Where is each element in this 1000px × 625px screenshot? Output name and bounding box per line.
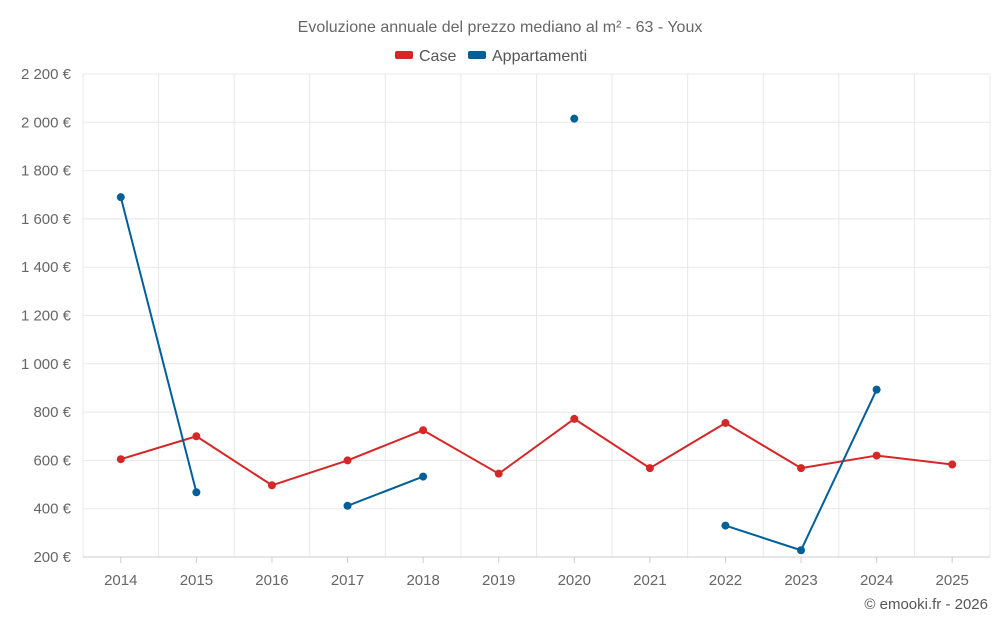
- series-line-case: [120, 417, 953, 487]
- series-case: [116, 414, 957, 490]
- legend-label-appartamenti: Appartamenti: [492, 48, 587, 65]
- x-tick-label: 2023: [784, 572, 817, 589]
- x-tick-label: 2022: [709, 572, 742, 589]
- data-point-case[interactable]: [797, 464, 806, 473]
- x-axis: 2014 2015 2016 2017 2018 2019 2020 2021 2022 2023…: [83, 556, 990, 589]
- data-point-case[interactable]: [267, 481, 276, 490]
- data-point-appartamenti[interactable]: [872, 385, 881, 394]
- x-tick-label: 2017: [331, 572, 364, 589]
- x-tick-label: 2020: [558, 572, 591, 589]
- data-point-appartamenti[interactable]: [721, 521, 730, 530]
- data-point-appartamenti[interactable]: [797, 546, 806, 555]
- x-tick-label: 2021: [633, 572, 666, 589]
- y-tick-label: 2 000 €: [21, 114, 72, 131]
- data-point-case[interactable]: [419, 426, 428, 435]
- data-point-case[interactable]: [494, 469, 503, 478]
- x-tick-label: 2024: [860, 572, 893, 589]
- legend-item-case[interactable]: Case: [395, 48, 456, 65]
- data-point-case[interactable]: [570, 414, 579, 423]
- x-tick-label: 2014: [104, 572, 137, 589]
- data-point-appartamenti[interactable]: [192, 488, 201, 497]
- x-tick-label: 2015: [180, 572, 213, 589]
- y-tick-label: 400 €: [33, 501, 71, 518]
- data-point-case[interactable]: [116, 455, 125, 464]
- data-point-case[interactable]: [192, 432, 201, 441]
- series-line-appartamenti: [119, 196, 198, 493]
- credit-text: © emooki.fr - 2026: [864, 596, 988, 613]
- y-tick-label: 600 €: [33, 452, 71, 469]
- data-point-appartamenti[interactable]: [419, 472, 428, 481]
- data-point-case[interactable]: [948, 460, 957, 469]
- x-tick-label: 2019: [482, 572, 515, 589]
- chart-title: Evoluzione annuale del prezzo mediano al…: [298, 19, 703, 36]
- data-point-case[interactable]: [343, 456, 352, 465]
- data-point-appartamenti[interactable]: [343, 501, 352, 510]
- series-layer: [116, 114, 957, 555]
- x-tick-label: 2025: [936, 572, 969, 589]
- series-appartamenti: [116, 114, 881, 555]
- y-tick-label: 1 800 €: [21, 163, 72, 180]
- data-point-appartamenti[interactable]: [116, 193, 125, 202]
- legend-swatch-appartamenti: [468, 51, 486, 59]
- data-point-case[interactable]: [872, 451, 881, 460]
- legend-item-appartamenti[interactable]: Appartamenti: [468, 48, 587, 65]
- y-tick-label: 1 400 €: [21, 259, 72, 276]
- data-point-case[interactable]: [721, 418, 730, 427]
- x-tick-label: 2016: [255, 572, 288, 589]
- legend-swatch-case: [395, 51, 413, 59]
- legend-label-case: Case: [419, 48, 456, 65]
- y-tick-label: 800 €: [33, 404, 71, 421]
- grid: [82, 73, 991, 557]
- data-point-appartamenti[interactable]: [570, 114, 579, 123]
- x-tick-label: 2018: [406, 572, 439, 589]
- y-tick-label: 2 200 €: [21, 66, 72, 83]
- data-point-case[interactable]: [645, 464, 654, 473]
- series-line-appartamenti: [347, 475, 424, 507]
- y-axis: 200 € 400 € 600 € 800 € 1 000 € 1 200 € 1 400 …: [21, 66, 72, 566]
- y-tick-label: 1 600 €: [21, 211, 72, 228]
- y-tick-label: 200 €: [33, 549, 71, 566]
- y-tick-label: 1 200 €: [21, 308, 72, 325]
- legend: Case Appartamenti: [395, 48, 587, 65]
- y-tick-label: 1 000 €: [21, 356, 72, 373]
